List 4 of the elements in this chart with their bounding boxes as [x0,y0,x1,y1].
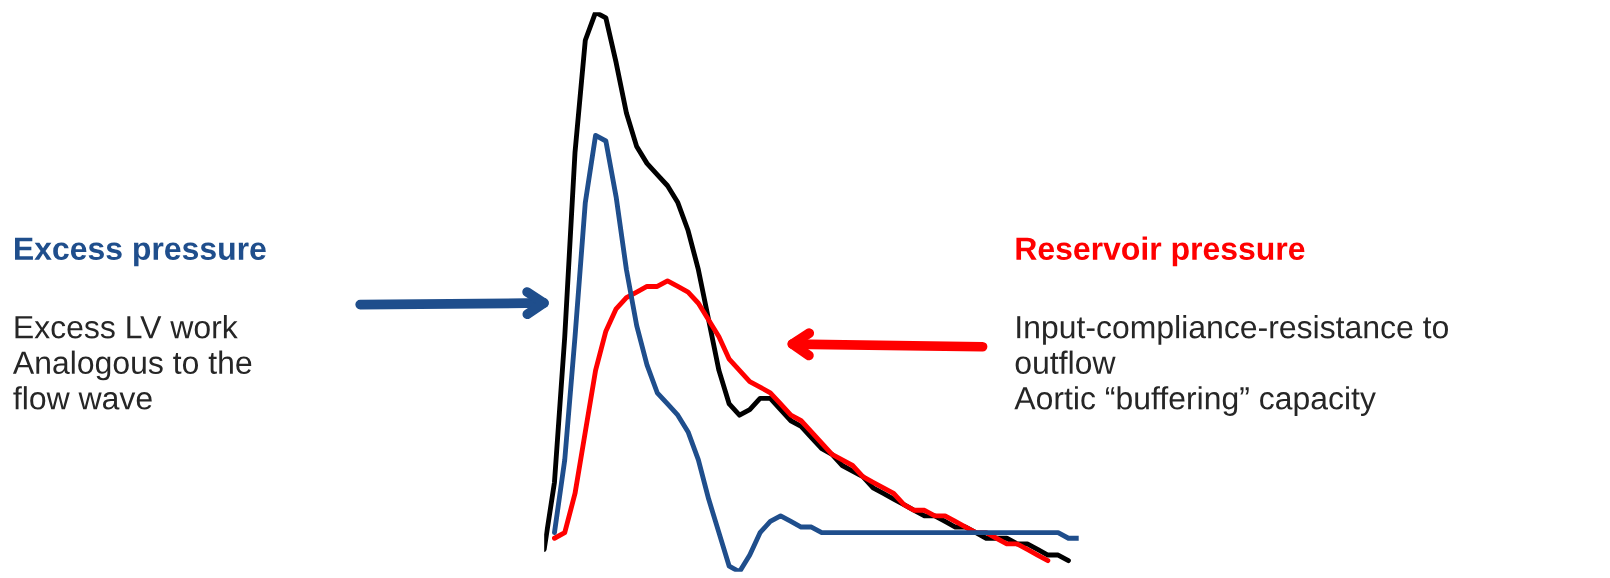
text: Excess pressure [15,237,266,267]
annotation: Input-compliance-resistance to outflow Aortic “buffering” capacity [1014,315,1448,416]
text: Excess LV work Analogous to the flow wave [12,315,252,410]
text: Reservoir pressure [1016,236,1305,267]
